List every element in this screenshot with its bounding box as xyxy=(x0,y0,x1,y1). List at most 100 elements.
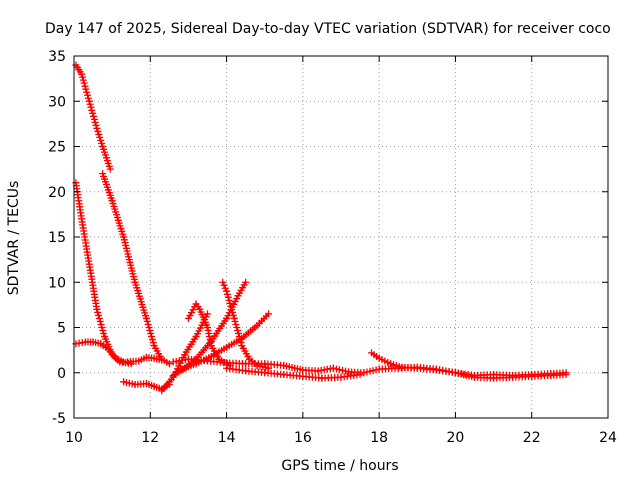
data-point-plus xyxy=(236,336,244,344)
series-track-6 xyxy=(123,353,166,366)
y-tick-label: 30 xyxy=(48,94,66,110)
data-point-plus xyxy=(235,333,243,341)
series-track-14 xyxy=(368,349,570,382)
data-point-plus xyxy=(226,299,234,307)
data-point-plus xyxy=(142,314,150,322)
data-point-plus xyxy=(82,85,90,93)
data-point-plus xyxy=(223,290,231,298)
data-point-plus xyxy=(83,88,91,96)
series-track-4 xyxy=(99,170,173,368)
data-point-plus xyxy=(81,82,89,90)
x-axis-label: GPS time / hours xyxy=(281,458,398,474)
x-tick-label: 24 xyxy=(599,430,617,446)
data-point-plus xyxy=(92,121,100,129)
series-track-3 xyxy=(72,338,128,366)
x-tick-label: 20 xyxy=(447,430,465,446)
data-point-plus xyxy=(221,284,229,292)
data-point-plus xyxy=(242,278,250,286)
y-tick-label: 5 xyxy=(57,321,66,337)
data-point-plus xyxy=(165,360,173,368)
data-point-plus xyxy=(224,293,232,301)
chart-title: Day 147 of 2025, Sidereal Day-to-day VTE… xyxy=(45,21,611,37)
data-point-plus xyxy=(148,333,156,341)
data-point-plus xyxy=(372,366,380,374)
data-point-plus xyxy=(97,320,105,328)
data-point-plus xyxy=(148,336,156,344)
series-track-1 xyxy=(72,61,114,173)
data-point-plus xyxy=(219,278,227,286)
y-tick-label: 10 xyxy=(48,275,66,291)
data-point-plus xyxy=(339,366,347,374)
data-point-plus xyxy=(78,70,86,78)
series-track-10 xyxy=(184,300,234,370)
data-point-plus xyxy=(90,115,98,123)
data-point-plus xyxy=(366,367,374,375)
data-point-plus xyxy=(225,296,233,304)
data-point-plus xyxy=(96,133,104,141)
data-point-plus xyxy=(94,127,102,135)
y-tick-label: 0 xyxy=(57,366,66,382)
y-tick-label: 20 xyxy=(48,185,66,201)
data-point-plus xyxy=(335,366,343,374)
data-point-plus xyxy=(89,112,97,120)
data-point-plus xyxy=(227,302,235,310)
data-point-plus xyxy=(91,118,99,126)
data-point-plus xyxy=(356,371,364,379)
data-point-plus xyxy=(84,91,92,99)
data-point-plus xyxy=(223,287,231,295)
data-point-plus xyxy=(106,165,114,173)
data-point-plus xyxy=(100,330,108,338)
data-point-plus xyxy=(237,339,245,347)
data-point-plus xyxy=(93,124,101,132)
data-point-plus xyxy=(229,308,237,316)
data-point-plus xyxy=(233,324,241,331)
grid-lines xyxy=(74,56,608,418)
data-point-plus xyxy=(99,327,107,335)
data-point-plus xyxy=(329,364,337,372)
data-point-plus xyxy=(78,73,86,81)
data-point-plus xyxy=(95,311,103,319)
tick-labels: 10 12 14 16 18 20 22 24 -5 0 5 10 15 20 25 30 35 xyxy=(48,49,617,446)
data-point-plus xyxy=(146,327,154,335)
data-point-plus xyxy=(87,103,95,111)
data-point-plus xyxy=(98,139,106,147)
data-point-plus xyxy=(149,339,157,347)
data-point-plus xyxy=(342,367,350,375)
data-point-plus xyxy=(369,367,377,375)
data-point-plus xyxy=(79,76,87,84)
y-tick-label: -5 xyxy=(52,411,66,427)
data-point-plus xyxy=(80,79,88,87)
data-point-plus xyxy=(86,100,94,108)
data-point-plus xyxy=(231,317,239,325)
y-axis-label: SDTVAR / TECUs xyxy=(6,181,22,296)
data-point-plus xyxy=(143,317,151,325)
data-point-plus xyxy=(147,330,155,338)
data-point-plus xyxy=(265,310,273,318)
y-tick-label: 25 xyxy=(48,140,66,156)
data-point-plus xyxy=(98,324,106,331)
series-track-13 xyxy=(223,364,364,382)
series-trace xyxy=(221,281,270,370)
data-point-plus xyxy=(84,94,92,102)
data-point-plus xyxy=(95,314,103,322)
y-tick-label: 15 xyxy=(48,230,66,246)
data-point-plus xyxy=(229,311,237,319)
data-point-plus xyxy=(85,97,93,105)
data-series xyxy=(72,61,570,395)
data-point-plus xyxy=(96,317,104,325)
axis-ticks xyxy=(73,55,609,419)
data-point-plus xyxy=(95,130,103,138)
y-tick-label: 35 xyxy=(48,49,66,65)
x-tick-label: 10 xyxy=(65,430,83,446)
data-point-plus xyxy=(234,330,242,338)
x-tick-label: 12 xyxy=(141,430,159,446)
data-point-plus xyxy=(145,324,153,331)
data-point-plus xyxy=(97,136,105,144)
series-track-7 xyxy=(158,310,211,395)
x-tick-label: 18 xyxy=(370,430,388,446)
data-point-plus xyxy=(234,327,242,335)
data-point-plus xyxy=(89,109,97,117)
series-track-11 xyxy=(219,278,273,372)
data-point-plus xyxy=(220,281,228,289)
